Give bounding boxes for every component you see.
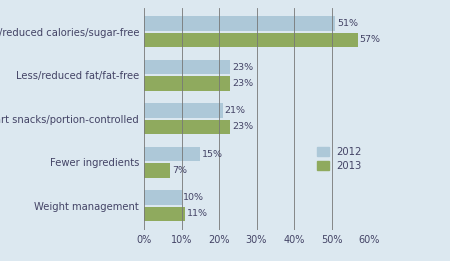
Text: 51%: 51% <box>337 19 358 28</box>
Bar <box>144 103 223 118</box>
Bar <box>144 120 230 134</box>
Text: 10%: 10% <box>184 193 204 202</box>
Text: 23%: 23% <box>232 63 253 72</box>
Text: 21%: 21% <box>225 106 246 115</box>
Text: 23%: 23% <box>232 122 253 132</box>
Bar <box>144 191 181 205</box>
Bar <box>144 16 335 31</box>
Text: 23%: 23% <box>232 79 253 88</box>
Bar <box>144 147 200 161</box>
Text: 15%: 15% <box>202 150 223 159</box>
Bar <box>144 60 230 74</box>
Bar <box>144 207 185 221</box>
Text: 11%: 11% <box>187 209 208 218</box>
Bar <box>144 76 230 91</box>
Bar <box>144 33 358 47</box>
Legend: 2012, 2013: 2012, 2013 <box>315 145 364 173</box>
Bar <box>144 163 170 177</box>
Text: 57%: 57% <box>360 35 381 44</box>
Text: 7%: 7% <box>172 166 187 175</box>
